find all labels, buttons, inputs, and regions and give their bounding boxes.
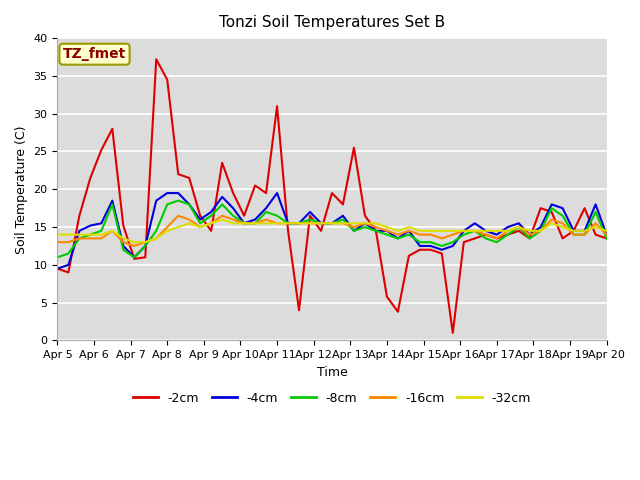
-8cm <box>240 220 248 226</box>
-16cm <box>471 228 479 234</box>
-2cm <box>449 330 456 336</box>
-32cm <box>603 228 611 234</box>
-4cm <box>427 243 435 249</box>
-2cm <box>229 190 237 196</box>
-16cm <box>240 220 248 226</box>
-32cm <box>186 220 193 226</box>
-8cm <box>603 236 611 241</box>
-32cm <box>438 228 445 234</box>
-2cm <box>427 247 435 252</box>
-32cm <box>218 216 226 222</box>
-16cm <box>54 240 61 245</box>
-16cm <box>174 213 182 218</box>
Legend: -2cm, -4cm, -8cm, -16cm, -32cm: -2cm, -4cm, -8cm, -16cm, -32cm <box>128 387 536 410</box>
-2cm <box>152 56 160 62</box>
-16cm <box>438 236 445 241</box>
-2cm <box>240 213 248 218</box>
-16cm <box>592 220 600 226</box>
-32cm <box>252 220 259 226</box>
-2cm <box>603 236 611 241</box>
Line: -16cm: -16cm <box>58 216 607 246</box>
-8cm <box>427 240 435 245</box>
Text: TZ_fmet: TZ_fmet <box>63 47 126 61</box>
-8cm <box>229 213 237 218</box>
-2cm <box>592 232 600 238</box>
-32cm <box>471 228 479 234</box>
X-axis label: Time: Time <box>317 366 348 379</box>
-4cm <box>163 190 171 196</box>
-2cm <box>471 236 479 241</box>
-4cm <box>186 202 193 207</box>
-4cm <box>592 202 600 207</box>
-2cm <box>186 175 193 181</box>
-4cm <box>603 232 611 238</box>
-16cm <box>252 220 259 226</box>
Line: -32cm: -32cm <box>58 219 607 242</box>
-2cm <box>54 266 61 272</box>
-16cm <box>603 232 611 238</box>
Title: Tonzi Soil Temperatures Set B: Tonzi Soil Temperatures Set B <box>219 15 445 30</box>
-8cm <box>592 209 600 215</box>
-4cm <box>460 228 468 234</box>
-32cm <box>240 220 248 226</box>
-8cm <box>186 202 193 207</box>
-16cm <box>131 243 138 249</box>
-32cm <box>592 224 600 230</box>
Y-axis label: Soil Temperature (C): Soil Temperature (C) <box>15 125 28 253</box>
Line: -4cm: -4cm <box>58 193 607 269</box>
Line: -2cm: -2cm <box>58 59 607 333</box>
-4cm <box>240 220 248 226</box>
-16cm <box>196 224 204 230</box>
-8cm <box>460 232 468 238</box>
Line: -8cm: -8cm <box>58 201 607 257</box>
-4cm <box>54 266 61 272</box>
-8cm <box>174 198 182 204</box>
-32cm <box>131 240 138 245</box>
-8cm <box>54 254 61 260</box>
-4cm <box>229 205 237 211</box>
-32cm <box>54 232 61 238</box>
